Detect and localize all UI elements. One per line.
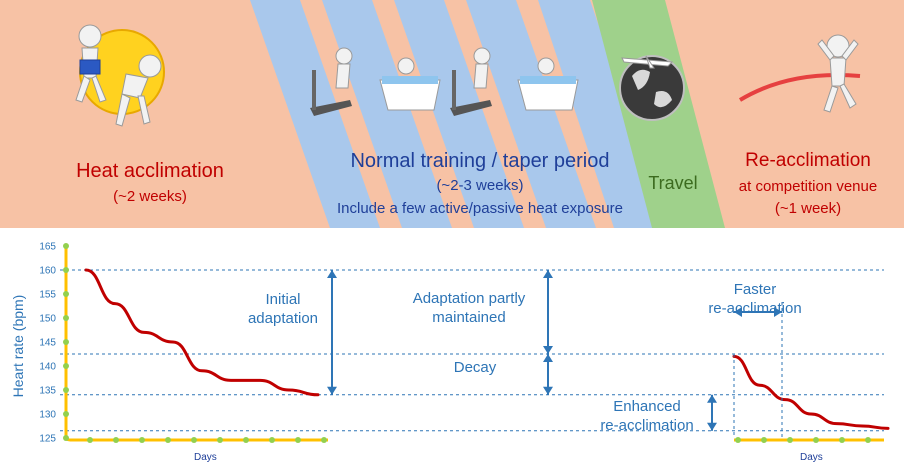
y-tick-label: 165 — [39, 242, 56, 253]
y-tick-label: 140 — [39, 362, 56, 373]
heart-rate-line-right — [732, 354, 890, 430]
arrow-enhanced-head — [707, 422, 717, 431]
x-tick-marker — [787, 437, 793, 443]
x-tick-marker — [321, 437, 327, 443]
heart-rate-chart: 125 130 135 140 145 150 155 160 165 Heart rate (… — [0, 228, 904, 464]
x-tick-marker — [165, 437, 171, 443]
x-tick-marker — [813, 437, 819, 443]
arrow-decay-head — [543, 386, 553, 395]
annotation-faster: Faster re-acclimation — [690, 280, 820, 318]
y-tick-marker — [63, 243, 69, 249]
annotation-enhanced: Enhanced re-acclimation — [582, 397, 712, 435]
stripe — [466, 0, 596, 228]
annotation-line: Enhanced — [613, 398, 681, 415]
banner-art — [75, 0, 861, 228]
annotation-line: Initial — [265, 291, 301, 308]
phase2-duration: (~2-3 weeks) — [436, 177, 524, 194]
annotation-line: maintained — [432, 309, 506, 326]
phase4-duration: (~1 week) — [774, 200, 842, 217]
ice-bath-icon — [517, 57, 579, 111]
x-tick-marker — [269, 437, 275, 443]
y-tick-label: 125 — [39, 434, 56, 445]
x-tick-marker — [735, 437, 741, 443]
y-tick-marker — [63, 339, 69, 345]
x-tick-marker — [217, 437, 223, 443]
arrow-enhanced-head — [707, 394, 717, 403]
phase1-title: Heat acclimation — [76, 160, 224, 182]
y-tick-label: 160 — [39, 266, 56, 277]
arrow-partly-maintained-head — [543, 346, 553, 354]
runner-icon — [75, 24, 107, 103]
phase2-title: Normal training / taper period — [350, 150, 610, 172]
x-tick-marker — [243, 437, 249, 443]
x-tick-marker — [761, 437, 767, 443]
x-tick-marker — [839, 437, 845, 443]
globe-plane-icon — [619, 55, 685, 121]
y-tick-label: 135 — [39, 386, 56, 397]
y-tick-label: 150 — [39, 314, 56, 325]
arrow-faster-head — [734, 307, 742, 317]
y-tick-marker — [63, 435, 69, 441]
treadmill-icon — [310, 47, 353, 116]
phase3-title: Travel — [648, 173, 698, 193]
y-tick-marker — [63, 267, 69, 273]
phase-banner: Heat acclimation (~2 weeks) Normal train… — [0, 0, 904, 228]
arrow-partly-maintained-head — [543, 270, 553, 278]
x-tick-marker — [191, 437, 197, 443]
x-tick-marker — [865, 437, 871, 443]
x-tick-marker — [87, 437, 93, 443]
y-tick-marker — [63, 315, 69, 321]
chart-canvas: 125 130 135 140 145 150 155 160 165 — [39, 242, 890, 445]
finish-runner-icon — [738, 34, 861, 113]
x-axis-label-right: Days — [800, 452, 823, 463]
y-axis-label: Heart rate (bpm) — [10, 294, 26, 398]
annotation-line: adaptation — [247, 310, 319, 327]
y-tick-marker — [63, 291, 69, 297]
annotation-line: re-acclimation — [600, 417, 694, 434]
y-tick-marker — [63, 363, 69, 369]
arrow-decay-head — [543, 354, 553, 362]
annotation-decay: Decay — [453, 359, 497, 376]
y-tick-marker — [63, 411, 69, 417]
y-tick-label: 155 — [39, 290, 56, 301]
y-tick-label: 145 — [39, 338, 56, 349]
phase1-duration: (~2 weeks) — [113, 188, 187, 205]
x-axis-left — [64, 437, 328, 442]
ice-bath-icon — [379, 57, 441, 111]
annotation-line: re-acclimation — [708, 300, 802, 317]
x-tick-marker — [139, 437, 145, 443]
phase4-title: Re-acclimation — [745, 150, 871, 171]
x-tick-marker — [113, 437, 119, 443]
stripe — [322, 0, 452, 228]
treadmill-icon — [450, 47, 492, 116]
arrow-faster-head — [774, 307, 782, 317]
stripe — [538, 0, 668, 228]
x-axis-label-left: Days — [194, 452, 217, 463]
y-tick-label: 130 — [39, 410, 56, 421]
annotation-line: Faster — [733, 281, 777, 298]
phase2-note: Include a few active/passive heat exposu… — [336, 200, 623, 217]
annotation-partly-maintained: Adaptation partly maintained — [396, 289, 542, 327]
tired-figure-icon — [115, 54, 162, 127]
annotation-line: Adaptation partly — [412, 290, 526, 307]
arrow-initial-adaptation-head — [327, 270, 337, 278]
arrow-initial-adaptation-head — [327, 386, 337, 395]
phase4-subtitle: at competition venue — [738, 178, 878, 195]
annotation-initial-adaptation: Initial adaptation — [238, 290, 328, 328]
x-tick-marker — [295, 437, 301, 443]
heart-rate-line-left — [84, 268, 320, 397]
y-tick-marker — [63, 387, 69, 393]
